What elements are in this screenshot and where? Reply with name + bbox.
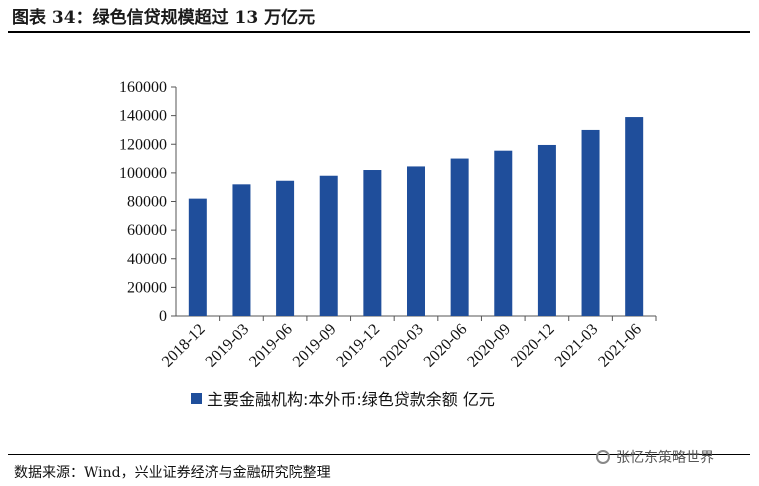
y-tick-label: 140000 bbox=[119, 108, 167, 125]
x-tick-label: 2018-12 bbox=[159, 321, 209, 371]
source-note: 数据来源：Wind，兴业证券经济与金融研究院整理 bbox=[14, 465, 331, 481]
y-tick-label: 0 bbox=[159, 308, 167, 325]
bar bbox=[232, 184, 251, 316]
bar bbox=[537, 144, 556, 316]
x-tick-label: 2021-06 bbox=[595, 321, 645, 371]
x-tick-label: 2020-03 bbox=[377, 321, 427, 371]
bar bbox=[363, 170, 382, 316]
y-tick-label: 120000 bbox=[119, 136, 167, 153]
title-rule bbox=[8, 31, 750, 33]
x-tick-label: 2019-03 bbox=[203, 321, 253, 371]
x-tick-label: 2019-06 bbox=[246, 321, 296, 371]
wechat-icon bbox=[596, 450, 610, 464]
legend-swatch bbox=[191, 392, 202, 404]
source-rule bbox=[8, 454, 750, 455]
bar bbox=[581, 129, 600, 316]
x-tick-label: 2020-12 bbox=[508, 321, 558, 371]
x-tick-label: 2019-12 bbox=[333, 321, 383, 371]
watermark-text: 张忆东策略世界 bbox=[616, 450, 714, 466]
bar bbox=[319, 175, 338, 316]
y-tick-label: 20000 bbox=[127, 279, 167, 296]
bar bbox=[450, 158, 469, 316]
bar-chart: 160000 140000 120000 100000 80000 60000 40000 2… bbox=[119, 79, 657, 371]
y-tick-label: 40000 bbox=[127, 251, 167, 268]
y-tick-label: 60000 bbox=[127, 222, 167, 239]
bar bbox=[407, 166, 425, 316]
y-tick-label: 160000 bbox=[119, 79, 167, 96]
bar bbox=[625, 117, 644, 317]
figure-title: 图表 34：绿色信贷规模超过 13 万亿元 bbox=[12, 8, 316, 28]
bar bbox=[276, 180, 295, 316]
x-tick-label: 2021-03 bbox=[552, 321, 602, 371]
x-tick-label: 2020-06 bbox=[421, 321, 471, 371]
bar bbox=[494, 150, 513, 316]
x-tick-label: 2020-09 bbox=[464, 321, 514, 371]
watermark: 张忆东策略世界 bbox=[596, 447, 714, 467]
legend-label: 主要金融机构:本外币:绿色贷款余额 亿元 bbox=[207, 390, 495, 409]
bar bbox=[188, 198, 207, 316]
x-tick-label: 2019-09 bbox=[290, 321, 340, 371]
y-tick-label: 100000 bbox=[119, 165, 167, 182]
y-tick-label: 80000 bbox=[127, 194, 167, 211]
legend: 主要金融机构:本外币:绿色贷款余额 亿元 bbox=[191, 386, 495, 410]
